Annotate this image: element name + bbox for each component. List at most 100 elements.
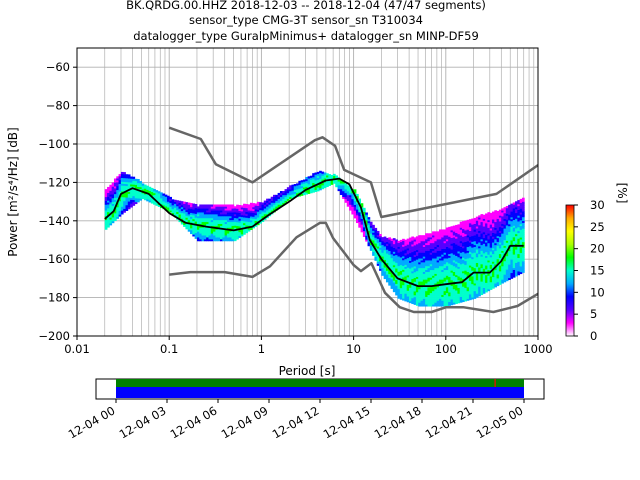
density-cell — [427, 292, 431, 296]
density-cell — [249, 223, 253, 227]
density-cell — [134, 198, 138, 201]
density-cell — [494, 239, 498, 242]
density-cell — [475, 270, 479, 273]
density-cell — [196, 225, 200, 228]
density-cell — [157, 198, 161, 202]
density-cell — [443, 240, 447, 244]
density-cell — [434, 256, 438, 259]
density-cell — [482, 214, 486, 217]
density-cell — [496, 226, 500, 229]
density-cell — [406, 290, 410, 293]
density-cell — [275, 196, 279, 199]
density-cell — [422, 273, 426, 276]
density-cell — [420, 250, 424, 253]
density-cell — [464, 243, 468, 246]
density-cell — [473, 254, 477, 257]
density-cell — [436, 244, 440, 248]
density-cell — [291, 188, 295, 191]
density-cell — [392, 280, 396, 283]
density-cell — [381, 248, 385, 251]
density-cell — [471, 245, 474, 248]
density-cell — [314, 178, 318, 181]
density-cell — [503, 218, 507, 221]
density-cell — [178, 208, 182, 211]
density-cell — [217, 225, 221, 228]
density-cell — [466, 250, 470, 253]
density-cell — [462, 290, 465, 293]
density-cell — [372, 232, 375, 235]
density-cell — [307, 182, 311, 185]
density-cell — [468, 288, 472, 291]
density-cell — [194, 225, 198, 228]
density-cell — [425, 273, 428, 276]
density-cell — [496, 268, 500, 271]
density-cell — [314, 180, 318, 183]
density-cell — [478, 290, 481, 293]
density-cell — [438, 246, 442, 249]
density-cell — [210, 208, 214, 211]
density-cell — [411, 294, 415, 297]
density-cell — [510, 217, 514, 220]
density-cell — [521, 203, 525, 206]
density-cell — [475, 239, 479, 242]
density-cell — [187, 204, 191, 207]
density-cell — [519, 246, 523, 250]
density-cell — [376, 240, 380, 243]
density-cell — [448, 267, 451, 270]
density-cell — [508, 264, 511, 267]
density-cell — [478, 223, 481, 226]
density-cell — [443, 231, 447, 234]
density-cell — [487, 237, 491, 240]
density-cell — [434, 273, 438, 276]
density-cell — [319, 180, 322, 183]
density-cell — [395, 243, 398, 246]
density-cell — [471, 278, 474, 281]
density-cell — [385, 260, 389, 264]
density-cell — [517, 234, 521, 237]
density-cell — [503, 232, 507, 235]
density-cell — [466, 244, 470, 248]
density-cell — [406, 278, 410, 282]
density-cell — [411, 261, 415, 264]
density-cell — [448, 244, 451, 247]
density-cell — [448, 265, 451, 268]
density-cell — [279, 198, 283, 201]
density-cell — [418, 250, 421, 253]
density-cell — [510, 257, 514, 260]
density-cell — [418, 275, 421, 278]
density-cell — [489, 260, 493, 264]
density-cell — [443, 304, 447, 307]
density-cell — [485, 232, 488, 235]
density-cell — [395, 266, 398, 269]
density-cell — [273, 194, 276, 198]
density-cell — [256, 213, 260, 216]
density-cell — [445, 273, 449, 276]
density-cell — [319, 188, 322, 191]
density-cell — [268, 200, 272, 203]
density-cell — [166, 197, 170, 200]
density-cell — [466, 223, 470, 226]
density-cell — [482, 249, 486, 252]
density-cell — [468, 247, 472, 251]
density-cell — [512, 254, 516, 257]
density-cell — [252, 203, 255, 206]
density-cell — [519, 254, 523, 257]
density-cell — [180, 218, 184, 221]
density-cell — [118, 199, 122, 202]
density-cell — [236, 225, 239, 229]
density-cell — [203, 227, 207, 230]
density-cell — [473, 250, 477, 253]
density-cell — [349, 206, 352, 209]
density-cell — [498, 255, 502, 258]
density-cell — [395, 241, 398, 244]
density-cell — [390, 265, 394, 268]
density-cell — [438, 290, 442, 294]
density-cell — [236, 218, 239, 221]
density-cell — [521, 236, 525, 239]
density-cell — [482, 228, 486, 231]
density-cell — [422, 283, 426, 286]
density-cell — [305, 182, 308, 185]
density-cell — [243, 217, 246, 220]
density-cell — [494, 273, 498, 276]
density-cell — [113, 203, 117, 206]
